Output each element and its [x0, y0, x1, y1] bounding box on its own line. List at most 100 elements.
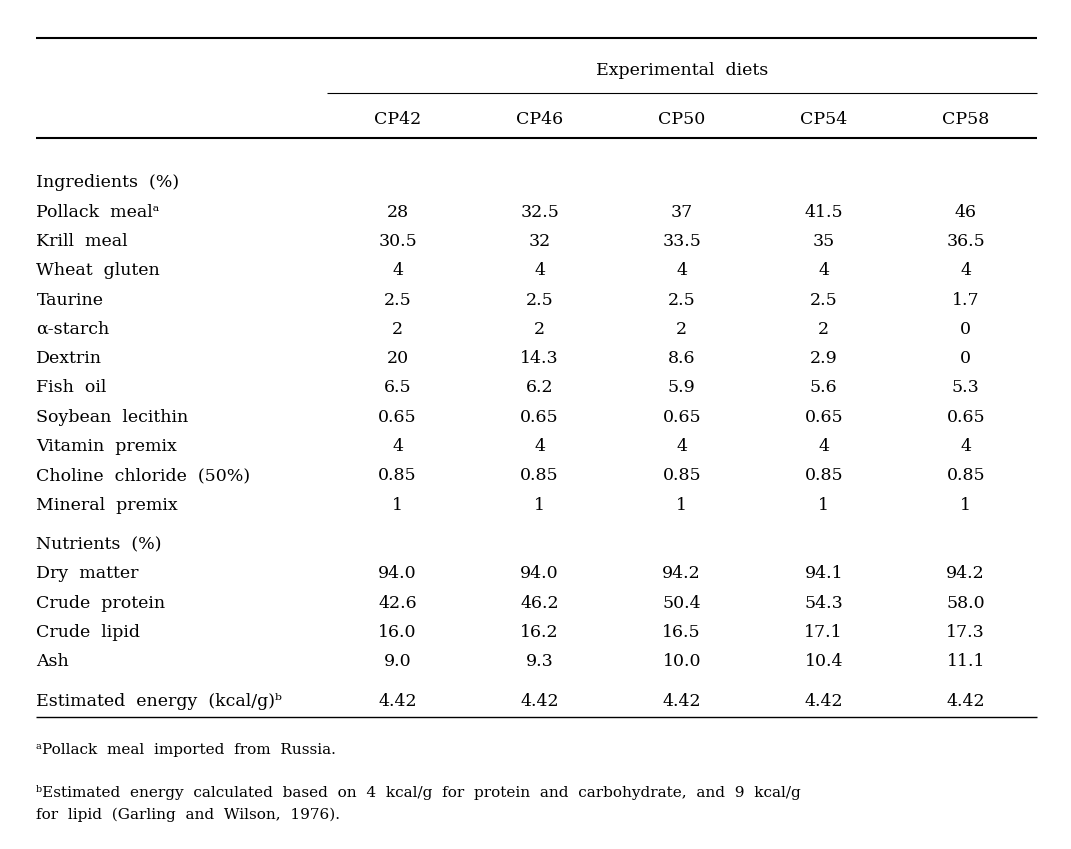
Text: 37: 37: [670, 204, 693, 221]
Text: Nutrients  (%): Nutrients (%): [36, 536, 162, 554]
Text: 0.65: 0.65: [521, 408, 559, 426]
Text: 14.3: 14.3: [521, 350, 559, 368]
Text: 0.85: 0.85: [521, 467, 559, 485]
Text: 4: 4: [392, 438, 403, 455]
Text: 36.5: 36.5: [947, 233, 985, 250]
Text: 4: 4: [818, 438, 829, 455]
Text: Dextrin: Dextrin: [36, 350, 103, 368]
Text: 2: 2: [534, 321, 545, 338]
Text: 4: 4: [676, 262, 688, 279]
Text: Estimated  energy  (kcal/g)ᵇ: Estimated energy (kcal/g)ᵇ: [36, 693, 283, 710]
Text: 4.42: 4.42: [804, 693, 843, 710]
Text: 2: 2: [392, 321, 403, 338]
Text: ᵇEstimated  energy  calculated  based  on  4  kcal/g  for  protein  and  carbohy: ᵇEstimated energy calculated based on 4 …: [36, 785, 801, 822]
Text: 46.2: 46.2: [521, 594, 559, 612]
Text: 94.0: 94.0: [521, 565, 559, 582]
Text: 11.1: 11.1: [947, 653, 985, 671]
Text: 16.5: 16.5: [662, 624, 702, 641]
Text: 94.1: 94.1: [804, 565, 843, 582]
Text: 32.5: 32.5: [521, 204, 559, 221]
Text: 50.4: 50.4: [662, 594, 702, 612]
Text: 9.0: 9.0: [383, 653, 411, 671]
Text: 0.85: 0.85: [947, 467, 985, 485]
Text: 16.2: 16.2: [521, 624, 559, 641]
Text: 4: 4: [392, 262, 403, 279]
Text: 1: 1: [961, 497, 971, 514]
Text: CP46: CP46: [516, 111, 563, 128]
Text: 0.65: 0.65: [804, 408, 843, 426]
Text: 20: 20: [387, 350, 409, 368]
Text: Experimental  diets: Experimental diets: [595, 62, 768, 79]
Text: 5.9: 5.9: [668, 380, 695, 396]
Text: Choline  chloride  (50%): Choline chloride (50%): [36, 467, 251, 485]
Text: CP42: CP42: [374, 111, 421, 128]
Text: 0.85: 0.85: [378, 467, 417, 485]
Text: Taurine: Taurine: [36, 291, 104, 309]
Text: 0.65: 0.65: [947, 408, 985, 426]
Text: 58.0: 58.0: [947, 594, 985, 612]
Text: Dry  matter: Dry matter: [36, 565, 139, 582]
Text: 5.6: 5.6: [810, 380, 838, 396]
Text: Crude  protein: Crude protein: [36, 594, 166, 612]
Text: 4: 4: [534, 262, 545, 279]
Text: 46: 46: [954, 204, 977, 221]
Text: 33.5: 33.5: [662, 233, 702, 250]
Text: 0.85: 0.85: [662, 467, 702, 485]
Text: 94.2: 94.2: [662, 565, 702, 582]
Text: 16.0: 16.0: [378, 624, 417, 641]
Text: 30.5: 30.5: [378, 233, 417, 250]
Text: 4.42: 4.42: [662, 693, 702, 710]
Text: 2.5: 2.5: [810, 291, 838, 309]
Text: CP58: CP58: [942, 111, 990, 128]
Text: 2.5: 2.5: [383, 291, 411, 309]
Text: Crude  lipid: Crude lipid: [36, 624, 140, 641]
Text: Ash: Ash: [36, 653, 70, 671]
Text: 4: 4: [534, 438, 545, 455]
Text: 10.0: 10.0: [663, 653, 700, 671]
Text: 28: 28: [387, 204, 409, 221]
Text: 2.9: 2.9: [810, 350, 838, 368]
Text: 1: 1: [676, 497, 688, 514]
Text: 54.3: 54.3: [804, 594, 843, 612]
Text: 1.7: 1.7: [952, 291, 980, 309]
Text: CP54: CP54: [800, 111, 847, 128]
Text: 4: 4: [961, 438, 971, 455]
Text: Pollack  mealᵃ: Pollack mealᵃ: [36, 204, 160, 221]
Text: 6.5: 6.5: [383, 380, 411, 396]
Text: 2: 2: [676, 321, 688, 338]
Text: 4.42: 4.42: [947, 693, 985, 710]
Text: Fish  oil: Fish oil: [36, 380, 107, 396]
Text: Mineral  premix: Mineral premix: [36, 497, 178, 514]
Text: 0.65: 0.65: [662, 408, 702, 426]
Text: 42.6: 42.6: [378, 594, 417, 612]
Text: 35: 35: [813, 233, 834, 250]
Text: 17.3: 17.3: [947, 624, 985, 641]
Text: 4.42: 4.42: [378, 693, 417, 710]
Text: 41.5: 41.5: [804, 204, 843, 221]
Text: 0.85: 0.85: [804, 467, 843, 485]
Text: 1: 1: [392, 497, 403, 514]
Text: 0: 0: [961, 350, 971, 368]
Text: 10.4: 10.4: [804, 653, 843, 671]
Text: 2.5: 2.5: [668, 291, 695, 309]
Text: Soybean  lecithin: Soybean lecithin: [36, 408, 188, 426]
Text: 2.5: 2.5: [526, 291, 554, 309]
Text: 17.1: 17.1: [804, 624, 843, 641]
Text: 94.0: 94.0: [378, 565, 417, 582]
Text: 1: 1: [818, 497, 829, 514]
Text: 0: 0: [961, 321, 971, 338]
Text: 6.2: 6.2: [526, 380, 554, 396]
Text: Vitamin  premix: Vitamin premix: [36, 438, 177, 455]
Text: 32: 32: [529, 233, 550, 250]
Text: 4: 4: [676, 438, 688, 455]
Text: Krill  meal: Krill meal: [36, 233, 129, 250]
Text: Wheat  gluten: Wheat gluten: [36, 262, 161, 279]
Text: 8.6: 8.6: [668, 350, 695, 368]
Text: 4: 4: [961, 262, 971, 279]
Text: 1: 1: [534, 497, 545, 514]
Text: 5.3: 5.3: [952, 380, 980, 396]
Text: Ingredients  (%): Ingredients (%): [36, 174, 180, 192]
Text: 4.42: 4.42: [521, 693, 559, 710]
Text: 9.3: 9.3: [526, 653, 554, 671]
Text: CP50: CP50: [658, 111, 706, 128]
